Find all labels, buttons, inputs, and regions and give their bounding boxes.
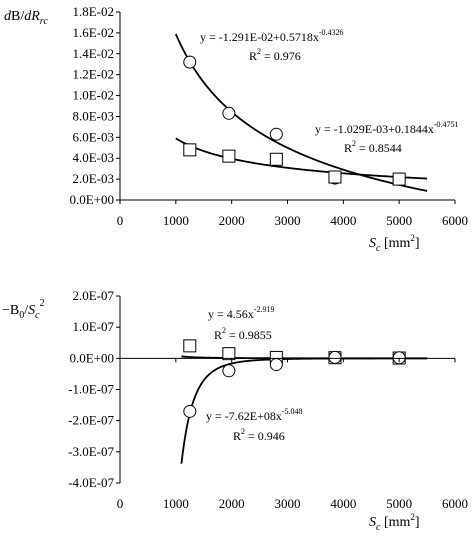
bottom-r2-square: R2 = 0.9855 <box>214 326 272 342</box>
top-y-tick-label: 1.2E-02 <box>72 67 114 82</box>
top-point-square <box>222 149 236 163</box>
bottom-y-tick-label: -2.0E-07 <box>68 413 114 428</box>
bottom-point-circle <box>222 364 236 378</box>
bottom-r2-circle: R2 = 0.946 <box>233 427 285 443</box>
top-y-tick-labels: 0.0E+00 2.0E-03 4.0E-03 6.0E-03 8.0E-03 1.0E-… <box>69 4 114 207</box>
bottom-x-tick-label: 2000 <box>219 496 245 511</box>
top-y-tick-label: 4.0E-03 <box>72 150 114 165</box>
top-x-tick-labels: 0 1000 2000 3000 4000 5000 6000 <box>117 213 468 228</box>
bottom-x-axis-label: Sc [mm2] <box>369 512 420 533</box>
bottom-point-circle <box>392 351 406 365</box>
top-axes <box>116 11 456 204</box>
top-x-tick-label: 4000 <box>330 213 356 228</box>
bottom-x-tick-labels: 0 1000 2000 3000 4000 5000 6000 <box>117 496 468 511</box>
top-y-tick-label: 1.0E-02 <box>72 88 114 103</box>
top-equation-square: y = -1.029E-03+0.1844x-0.4751 <box>315 120 459 136</box>
top-equation-circle: y = -1.291E-02+0.5718x-0.4326 <box>200 28 344 44</box>
top-r2-square: R2 = 0.8544 <box>344 139 402 155</box>
bottom-markers <box>183 339 406 418</box>
top-x-tick-label: 1000 <box>163 213 189 228</box>
bottom-point-circle <box>328 350 342 364</box>
bottom-x-tick-label: 3000 <box>275 496 301 511</box>
bottom-point-square <box>183 339 197 353</box>
bottom-x-tick-label: 6000 <box>442 496 468 511</box>
chart-bottom: 2.0E-07 1.0E-07 0.0E+00 -1.0E-07 -2.0E-07 -3.… <box>2 288 468 533</box>
top-x-tick-label: 2000 <box>219 213 245 228</box>
top-y-axis-label: dB/dRrc <box>4 9 48 27</box>
top-x-tick-label: 0 <box>117 213 124 228</box>
bottom-point-circle <box>183 404 197 418</box>
top-x-tick-label: 6000 <box>442 213 468 228</box>
bottom-equation-square: y = 4.56x-2.919 <box>208 305 274 321</box>
top-r2-circle: R2 = 0.976 <box>249 47 301 63</box>
top-y-tick-label: 1.8E-02 <box>72 4 114 19</box>
top-point-square <box>183 143 197 157</box>
top-point-square <box>269 152 283 166</box>
bottom-equation-circle: y = -7.62E+08x-5.048 <box>206 407 303 423</box>
top-fit-curve-circle <box>175 33 428 192</box>
bottom-axes <box>116 295 456 484</box>
bottom-x-tick-label: 5000 <box>386 496 412 511</box>
top-x-axis-label: Sc [mm2] <box>369 233 420 254</box>
top-x-tick-label: 5000 <box>386 213 412 228</box>
bottom-y-tick-label: 1.0E-07 <box>72 319 114 334</box>
top-point-circle <box>269 127 283 141</box>
bottom-point-circle <box>269 358 283 372</box>
bottom-y-tick-label: -3.0E-07 <box>68 444 114 459</box>
bottom-y-tick-label: 2.0E-07 <box>72 288 114 303</box>
top-markers <box>183 55 406 186</box>
bottom-point-square <box>222 347 236 361</box>
top-y-tick-label: 1.6E-02 <box>72 25 114 40</box>
top-y-tick-label: 2.0E-03 <box>72 171 114 186</box>
top-point-circle <box>183 55 197 69</box>
top-point-square <box>392 172 406 186</box>
bottom-y-tick-label: -1.0E-07 <box>68 382 114 397</box>
top-point-circle <box>222 106 236 120</box>
top-y-tick-label: 8.0E-03 <box>72 108 114 123</box>
bottom-x-tick-label: 0 <box>117 496 124 511</box>
top-point-square <box>328 170 342 184</box>
bottom-y-tick-label: -4.0E-07 <box>68 475 114 490</box>
top-fit-curves <box>175 33 428 192</box>
bottom-y-axis-label: −B0/Sc2 <box>2 298 45 321</box>
top-fit-curve-square <box>175 137 428 180</box>
top-y-tick-label: 6.0E-03 <box>72 129 114 144</box>
bottom-x-tick-label: 4000 <box>330 496 356 511</box>
top-y-tick-label: 1.4E-02 <box>72 46 114 61</box>
bottom-x-tick-label: 1000 <box>163 496 189 511</box>
top-y-tick-label: 0.0E+00 <box>69 192 114 207</box>
top-x-tick-label: 3000 <box>275 213 301 228</box>
bottom-y-tick-label: 0.0E+00 <box>69 350 114 365</box>
chart-top: 0.0E+00 2.0E-03 4.0E-03 6.0E-03 8.0E-03 1.0E-… <box>4 4 468 254</box>
bottom-y-tick-labels: 2.0E-07 1.0E-07 0.0E+00 -1.0E-07 -2.0E-07 -3.… <box>68 288 114 490</box>
